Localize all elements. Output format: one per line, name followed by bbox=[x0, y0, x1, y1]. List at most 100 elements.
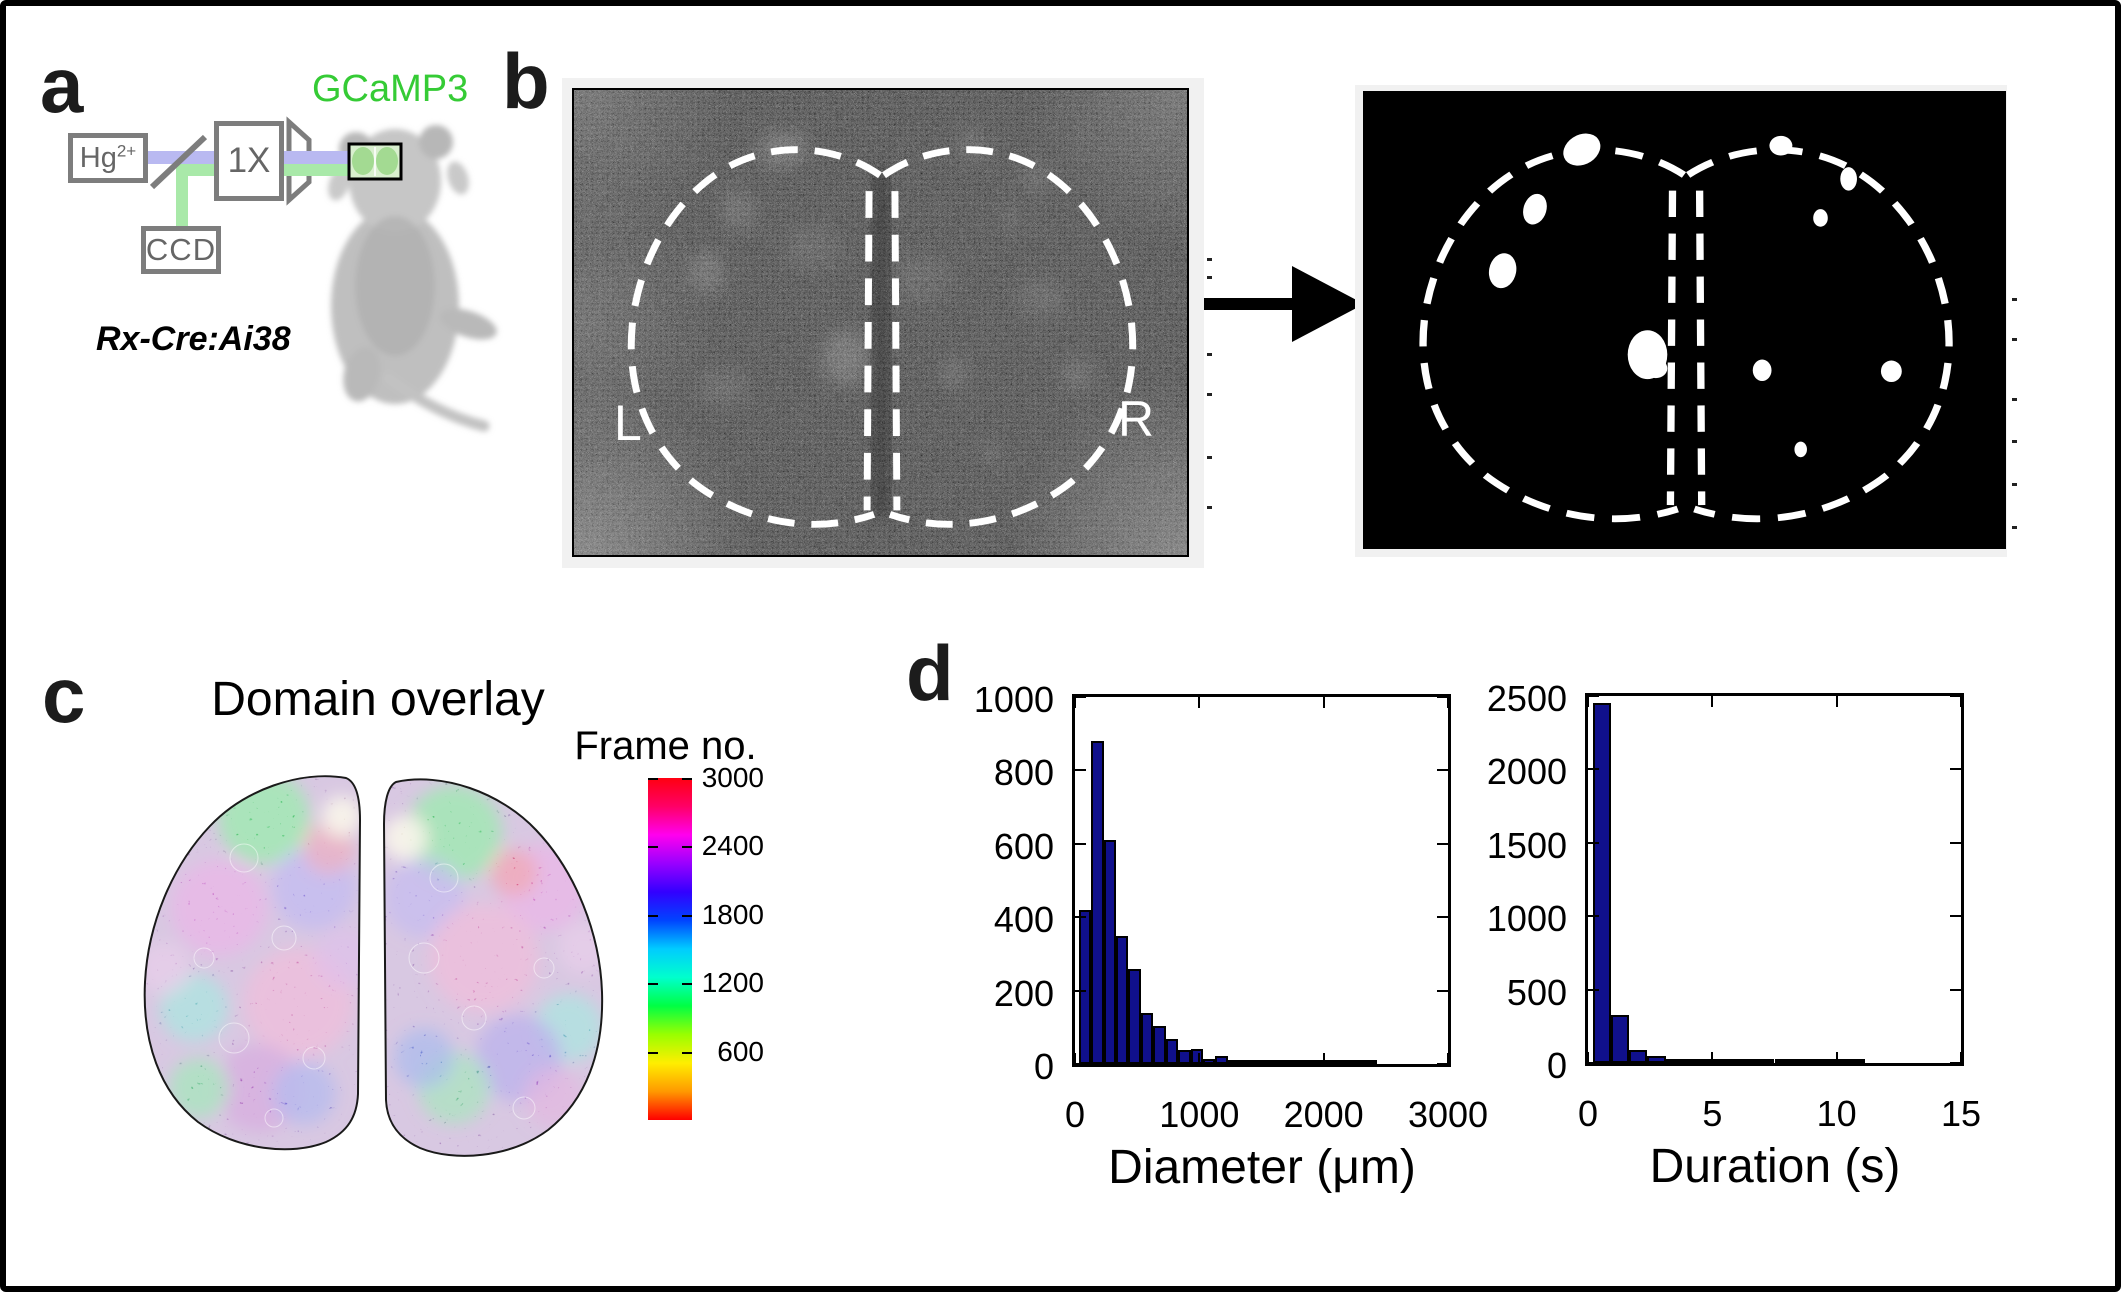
y-tick-label: 600 bbox=[993, 825, 1054, 867]
y-tick-label: 200 bbox=[993, 972, 1054, 1014]
axis-residual-tick bbox=[2012, 440, 2017, 443]
histogram-bar bbox=[1227, 1060, 1241, 1064]
colorbar-tick bbox=[682, 983, 692, 986]
histogram-bar bbox=[1683, 1059, 1702, 1063]
histogram-bar bbox=[1352, 1060, 1365, 1064]
left-hemisphere-overlay bbox=[144, 776, 360, 1150]
histogram-bar bbox=[1103, 840, 1117, 1064]
histogram-bar bbox=[1078, 909, 1092, 1064]
colorbar-tick bbox=[682, 914, 692, 917]
y-tick bbox=[1950, 988, 1961, 991]
diameter-plot-area bbox=[1072, 694, 1451, 1067]
histogram-bar bbox=[1665, 1059, 1684, 1063]
y-tick bbox=[1437, 916, 1448, 919]
histogram-bar bbox=[1314, 1060, 1328, 1064]
mercury-lamp-label: Hg2+ bbox=[79, 140, 137, 174]
reporter-label: GCaMP3 bbox=[312, 68, 469, 110]
axis-residual-tick bbox=[1207, 353, 1212, 356]
ccd-camera-box: CCD bbox=[141, 226, 221, 274]
histogram-bar bbox=[1302, 1060, 1315, 1064]
y-tick bbox=[1588, 841, 1599, 844]
histogram-bar bbox=[1128, 968, 1141, 1064]
histogram-bar bbox=[1847, 1059, 1866, 1063]
histogram-bar bbox=[1116, 935, 1129, 1064]
ccd-label: CCD bbox=[145, 232, 217, 267]
thresholded-image-art bbox=[1363, 91, 2006, 549]
panel-label-d: d bbox=[906, 629, 954, 717]
histogram-bar bbox=[1215, 1055, 1228, 1064]
histogram-bar bbox=[1738, 1059, 1757, 1063]
panel-label-c: c bbox=[42, 651, 86, 739]
x-tick-label: 0 bbox=[1064, 1094, 1086, 1135]
colorbar-tick-label: 1800 bbox=[701, 898, 764, 930]
colorbar-tick-label: 2400 bbox=[701, 830, 764, 862]
colorbar-gradient bbox=[648, 778, 692, 1120]
raw-image-art bbox=[574, 90, 1187, 555]
x-tick bbox=[1074, 697, 1076, 708]
histogram-bar bbox=[1792, 1059, 1811, 1063]
thresholded-image-backing bbox=[1355, 85, 2007, 557]
y-tick-label: 1000 bbox=[973, 679, 1054, 720]
colorbar-title: Frame no. bbox=[574, 724, 757, 768]
y-tick bbox=[1437, 842, 1448, 845]
right-hemisphere-label: R bbox=[1118, 391, 1155, 447]
segmented-domains bbox=[1488, 133, 1902, 458]
x-tick bbox=[1587, 1052, 1589, 1063]
colorbar-tick bbox=[648, 914, 658, 917]
axis-residual-tick bbox=[2012, 338, 2017, 341]
axis-residual-tick bbox=[1207, 506, 1212, 509]
y-tick-label: 1000 bbox=[1486, 898, 1567, 940]
colorbar-tick-label: 1200 bbox=[701, 967, 764, 999]
panel-label-b: b bbox=[502, 37, 550, 125]
histogram-bar bbox=[1290, 1060, 1303, 1064]
histogram-bar bbox=[1339, 1060, 1353, 1064]
emission-beam-vertical bbox=[176, 164, 188, 228]
y-tick bbox=[1075, 989, 1086, 992]
y-tick bbox=[1075, 916, 1086, 919]
y-tick bbox=[1588, 1062, 1599, 1064]
x-tick bbox=[1198, 697, 1201, 708]
mouse-line-label: Rx-Cre:Ai38 bbox=[96, 320, 291, 358]
x-tick-label: 2000 bbox=[1283, 1094, 1364, 1135]
cranial-window bbox=[347, 142, 403, 181]
colorbar-tick bbox=[648, 778, 658, 780]
histogram-bar bbox=[1190, 1049, 1204, 1064]
colorbar-tick bbox=[682, 846, 692, 849]
axis-residual-tick bbox=[2012, 298, 2017, 301]
histogram-bar bbox=[1153, 1026, 1166, 1064]
x-tick bbox=[1447, 697, 1449, 708]
y-tick bbox=[1075, 769, 1086, 772]
left-hemisphere-label: L bbox=[614, 395, 642, 451]
histogram-bar bbox=[1252, 1060, 1266, 1064]
y-tick-label: 0 bbox=[1033, 1046, 1054, 1087]
colorbar-tick bbox=[648, 1051, 658, 1054]
y-tick bbox=[1588, 768, 1599, 771]
y-tick-label: 500 bbox=[1506, 971, 1567, 1013]
y-tick bbox=[1950, 841, 1961, 844]
histogram-bar bbox=[1828, 1059, 1848, 1063]
x-tick-label: 0 bbox=[1577, 1093, 1599, 1134]
x-tick bbox=[1074, 1053, 1076, 1064]
x-tick bbox=[1835, 1052, 1838, 1063]
colorbar-tick-label: 3000 bbox=[701, 762, 764, 793]
y-tick-label: 0 bbox=[1546, 1045, 1567, 1086]
x-tick bbox=[1587, 696, 1589, 707]
x-tick bbox=[1960, 1052, 1962, 1063]
domain-overlay-title: Domain overlay bbox=[211, 673, 545, 726]
objective-label: 1X bbox=[227, 141, 271, 180]
y-tick-label: 800 bbox=[993, 752, 1054, 794]
colorbar-tick bbox=[682, 778, 692, 780]
y-tick bbox=[1437, 696, 1448, 698]
raw-fluorescence-image: L R bbox=[572, 88, 1189, 557]
duration-x-axis-label: Duration (s) bbox=[1649, 1140, 1901, 1193]
y-tick bbox=[1588, 915, 1599, 918]
x-tick-label: 1000 bbox=[1159, 1094, 1240, 1135]
y-tick bbox=[1437, 1063, 1448, 1065]
x-tick bbox=[1198, 1053, 1201, 1064]
y-tick bbox=[1437, 989, 1448, 992]
domain-overlay-image bbox=[143, 775, 604, 1157]
duration-plot-area bbox=[1585, 693, 1964, 1066]
y-tick bbox=[1437, 769, 1448, 772]
histogram-bar bbox=[1756, 1059, 1775, 1063]
